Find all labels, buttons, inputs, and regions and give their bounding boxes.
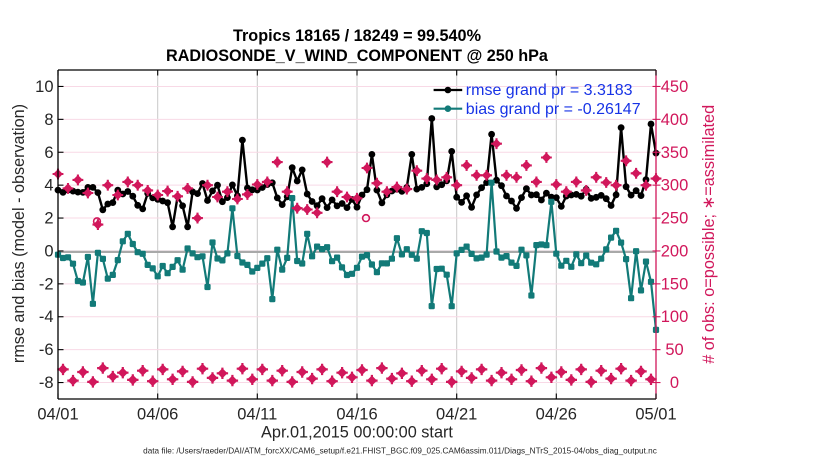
svg-text:200: 200 [661,243,689,261]
svg-text:04/26: 04/26 [536,406,577,424]
svg-text:0: 0 [44,243,53,261]
svg-text:05/01: 05/01 [635,406,676,424]
svg-text:RADIOSONDE_V_WIND_COMPONENT @: RADIOSONDE_V_WIND_COMPONENT @ 250 hPa [166,47,549,65]
svg-text:400: 400 [661,111,689,129]
svg-text:350: 350 [661,144,689,162]
svg-text:-8: -8 [39,374,54,392]
svg-text:100: 100 [661,308,689,326]
svg-text:04/16: 04/16 [336,406,377,424]
svg-text:04/11: 04/11 [237,406,277,424]
svg-text:10: 10 [35,78,53,96]
svg-text:Apr.01,2015 00:00:00 start: Apr.01,2015 00:00:00 start [261,424,453,442]
svg-text:04/21: 04/21 [436,406,477,424]
svg-text:Tropics 18165 / 18249 = 99.540: Tropics 18165 / 18249 = 99.540% [233,27,481,45]
svg-text:rmse and bias (model - observa: rmse and bias (model - observation) [10,104,28,363]
svg-text:-4: -4 [39,308,54,326]
svg-text:6: 6 [44,144,53,162]
svg-text:0: 0 [670,374,679,392]
svg-text:data file: /Users/raeder/DAI/A: data file: /Users/raeder/DAI/ATM_forcXX/… [143,447,657,456]
svg-text:# of obs: o=possible; ∗=assimi: # of obs: o=possible; ∗=assimilated [700,105,718,364]
svg-text:450: 450 [661,78,689,96]
svg-text:-2: -2 [39,275,54,293]
svg-text:bias grand pr = -0.26147: bias grand pr = -0.26147 [466,101,641,118]
svg-text:04/06: 04/06 [137,406,178,424]
svg-text:150: 150 [661,275,689,293]
svg-text:rmse grand pr = 3.3183: rmse grand pr = 3.3183 [466,82,633,99]
svg-text:300: 300 [661,177,689,195]
svg-text:2: 2 [44,210,53,228]
svg-text:8: 8 [44,111,53,129]
svg-text:50: 50 [665,341,683,359]
svg-text:-6: -6 [39,341,54,359]
svg-text:04/01: 04/01 [37,406,78,424]
svg-text:250: 250 [661,210,689,228]
svg-text:4: 4 [44,177,53,195]
